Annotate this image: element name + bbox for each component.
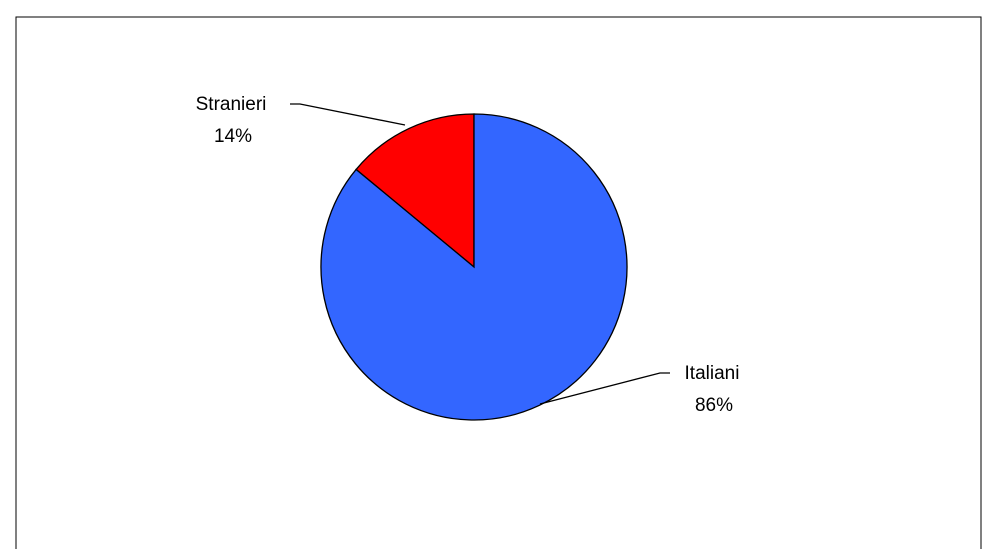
leader-line-italiani (539, 372, 670, 405)
leader-line-stranieri (290, 103, 406, 126)
pie-slice-stranieri (355, 113, 475, 269)
slice-value-italiani: 86% (695, 395, 733, 416)
slice-value-stranieri: 14% (214, 126, 252, 147)
leader-lines (290, 103, 670, 405)
pie-slice-italiani (320, 113, 628, 421)
slice-label-stranieri: Stranieri (196, 94, 267, 115)
pie-slices (320, 113, 628, 421)
slice-label-italiani: Italiani (685, 363, 740, 384)
